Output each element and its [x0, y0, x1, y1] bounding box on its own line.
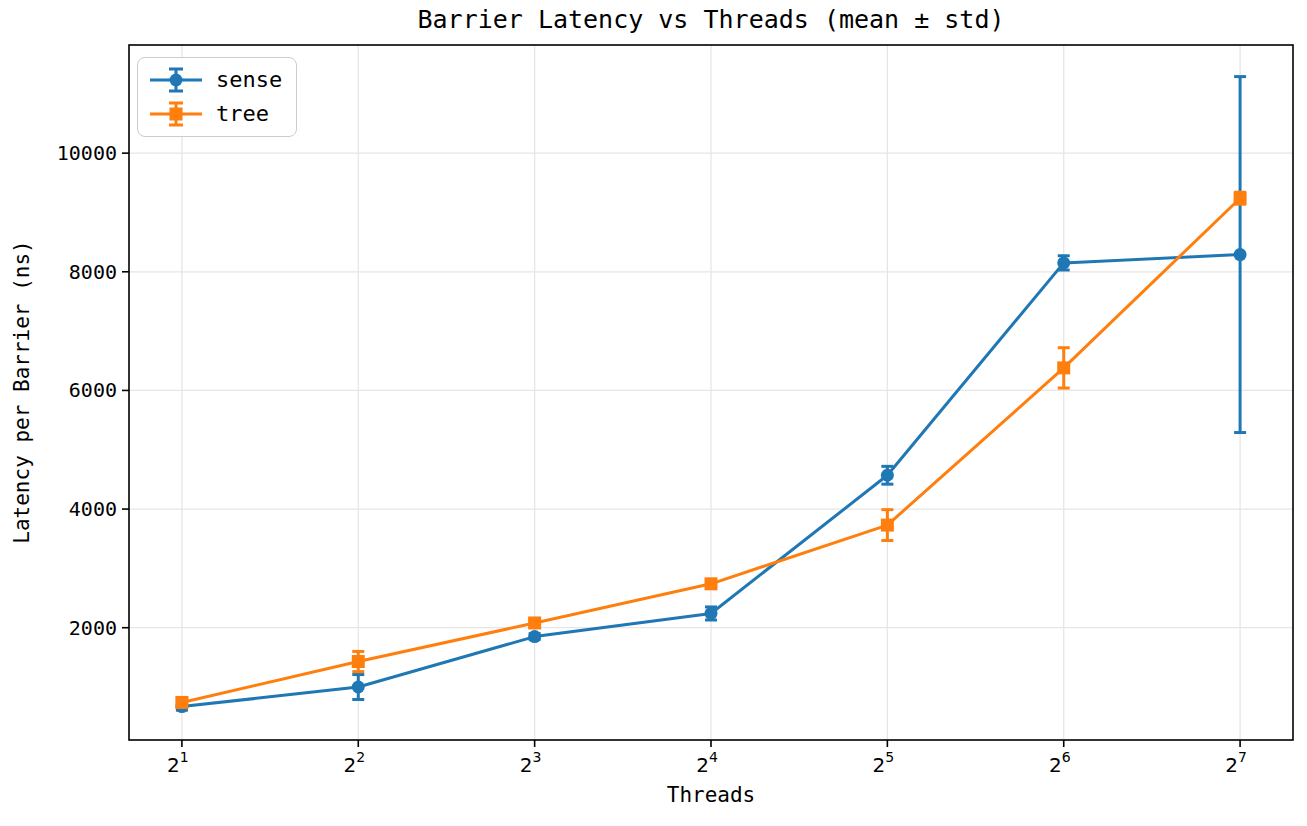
y-tick-label: 4000	[69, 497, 117, 521]
legend-entry-sense: sense	[148, 63, 282, 97]
data-point-sense	[1057, 256, 1070, 269]
x-axis-label: Threads	[129, 783, 1293, 807]
legend-label: sense	[216, 69, 282, 91]
x-tick-label: 22	[343, 749, 365, 777]
x-tick-label: 24	[696, 749, 718, 777]
legend: sense tree	[137, 57, 297, 137]
x-tick-label: 21	[167, 749, 189, 777]
data-point-sense	[1234, 248, 1247, 261]
y-tick-label: 8000	[69, 260, 117, 284]
x-tick-label: 26	[1049, 749, 1071, 777]
legend-marker-tree	[148, 99, 204, 129]
data-point-tree	[1057, 361, 1070, 374]
data-point-tree	[175, 696, 188, 709]
data-point-sense	[881, 469, 894, 482]
y-tick-label: 10000	[57, 141, 117, 165]
data-point-tree	[881, 519, 894, 532]
legend-label: tree	[216, 103, 269, 125]
data-point-tree	[528, 616, 541, 629]
data-point-sense	[528, 630, 541, 643]
y-tick-label: 6000	[69, 378, 117, 402]
y-tick-label: 2000	[69, 616, 117, 640]
data-point-tree	[352, 655, 365, 668]
data-point-tree	[705, 577, 718, 590]
data-point-sense	[352, 681, 365, 694]
x-tick-label: 27	[1225, 749, 1247, 777]
x-tick-label: 25	[873, 749, 895, 777]
y-axis-label: Latency per Barrier (ns)	[10, 240, 34, 543]
legend-marker-sense	[148, 65, 204, 95]
data-point-tree	[1234, 192, 1247, 205]
x-tick-label: 23	[520, 749, 542, 777]
data-point-sense	[705, 607, 718, 620]
legend-entry-tree: tree	[148, 97, 282, 131]
figure: Barrier Latency vs Threads (mean ± std) …	[0, 0, 1307, 826]
